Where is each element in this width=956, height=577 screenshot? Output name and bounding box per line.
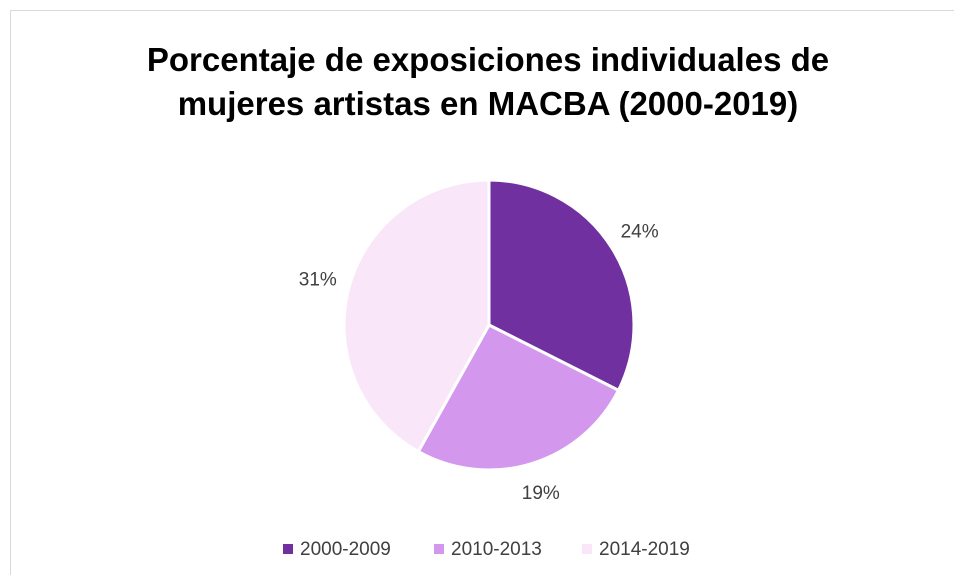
- data-label: 19%: [522, 483, 560, 504]
- pie-slice: [416, 323, 621, 472]
- data-label: 24%: [621, 221, 659, 242]
- legend-label: 2000-2009: [300, 539, 391, 560]
- data-label: 31%: [299, 269, 337, 290]
- legend-swatch: [582, 544, 592, 554]
- chart-title: Porcentaje de exposiciones individuales …: [146, 41, 830, 122]
- pie-slice: [487, 178, 636, 393]
- legend-label: 2010-2013: [451, 539, 542, 560]
- legend-swatch: [434, 544, 444, 554]
- legend-swatch: [283, 544, 293, 554]
- pie-slice: [342, 178, 491, 454]
- legend-label: 2014-2019: [599, 539, 690, 560]
- chart-frame: [10, 10, 954, 575]
